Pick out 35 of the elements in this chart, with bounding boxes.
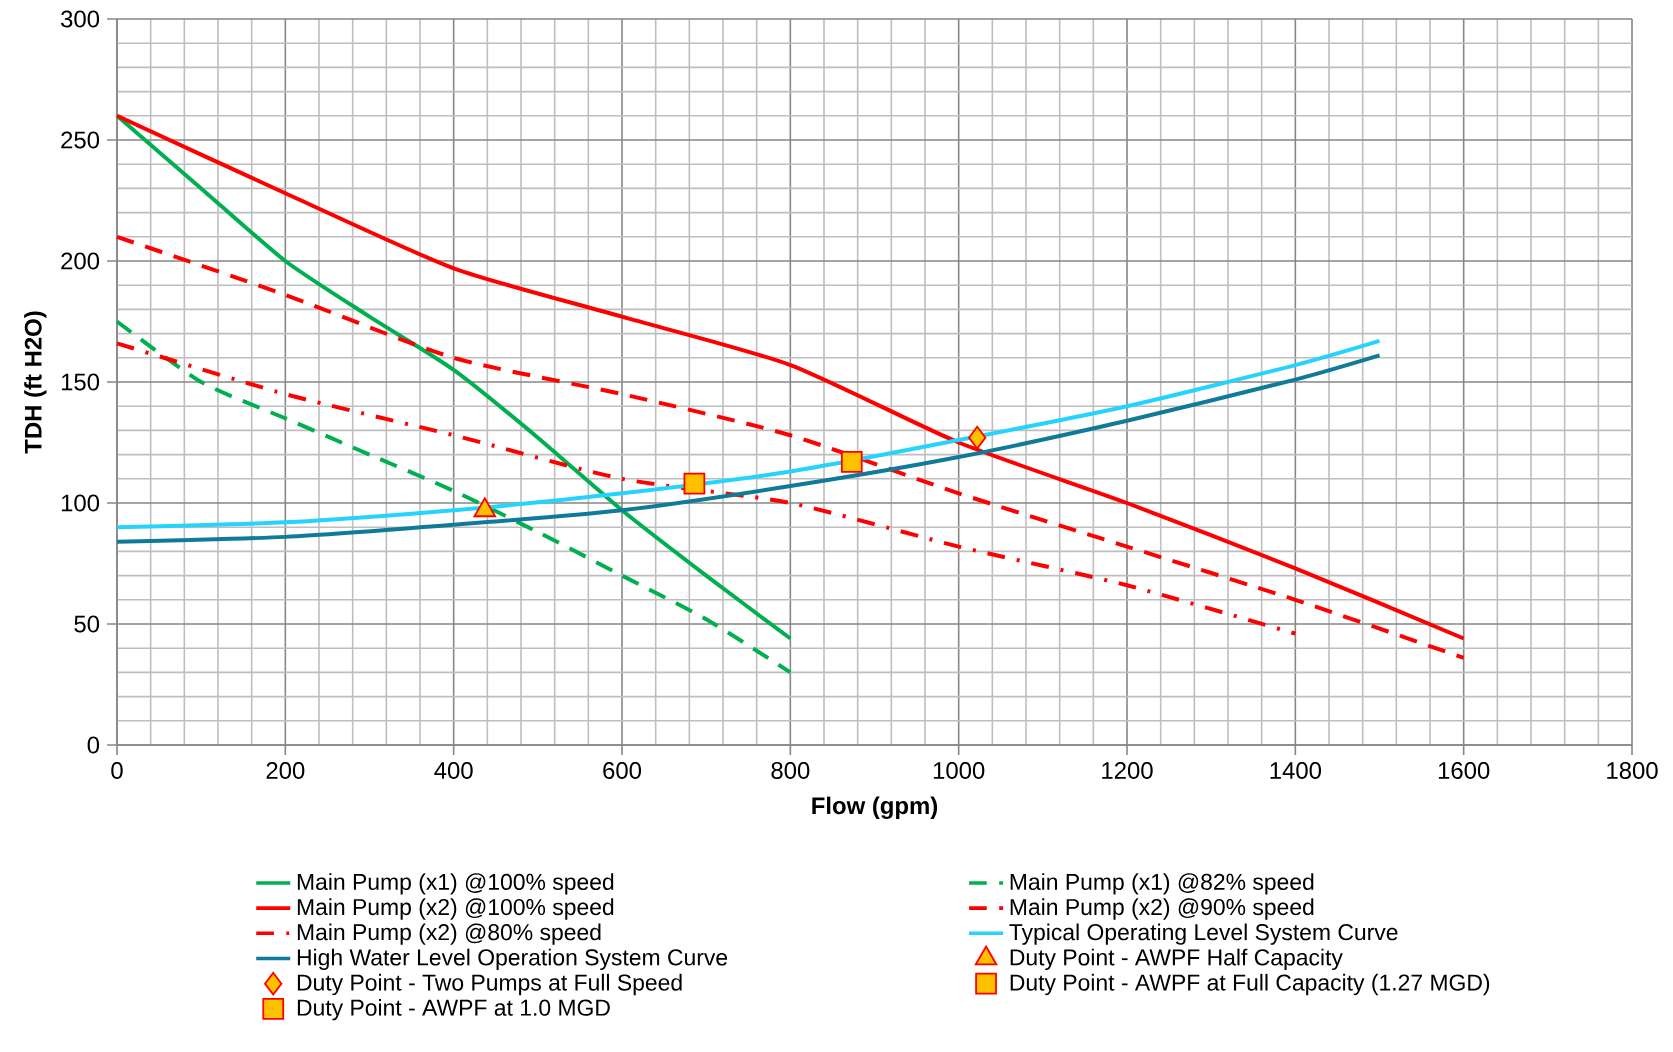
y-tick-label: 300 — [61, 10, 100, 28]
legend-label: Main Pump (x2) @100% speed — [297, 898, 614, 920]
legend-label: Main Pump (x1) @100% speed — [297, 873, 614, 895]
line-series — [115, 234, 1466, 660]
x-tick-label: 200 — [266, 762, 305, 779]
line-series — [115, 113, 793, 641]
y-tick-label: 50 — [74, 615, 100, 633]
legend-label: Typical Operating Level System Curve — [1009, 923, 1398, 945]
legend-label: Duty Point - Two Pumps at Full Speed — [297, 973, 682, 996]
y-tick-label: 200 — [61, 252, 100, 270]
line-series — [115, 113, 1466, 641]
legend-label: High Water Level Operation System Curve — [297, 948, 728, 971]
x-tick-label: 1000 — [933, 762, 985, 779]
x-tick-label: 400 — [434, 762, 473, 779]
x-tick-label: 0 — [111, 762, 123, 779]
legend-label: Duty Point - AWPF at Full Capacity (1.27 MGD) — [1010, 973, 1490, 996]
line-series — [115, 341, 1298, 636]
legend-label: Main Pump (x1) @82% speed — [1010, 873, 1314, 895]
legend-label: Duty Point - AWPF Half Capacity — [1010, 948, 1343, 971]
y-tick-label: 150 — [61, 373, 100, 391]
x-tick-label: 1800 — [1607, 762, 1658, 779]
line-series — [115, 319, 793, 675]
x-tick-label: 1400 — [1270, 762, 1322, 779]
x-tick-label: 1200 — [1102, 762, 1153, 779]
y-tick-label: 100 — [61, 494, 100, 512]
x-axis-title: Flow (gpm) — [812, 796, 938, 819]
legend-label: Main Pump (x2) @80% speed — [297, 923, 601, 945]
legend-label: Duty Point - AWPF at 1.0 MGD — [297, 999, 610, 1021]
x-tick-label: 1600 — [1438, 762, 1490, 779]
y-tick-label: 250 — [61, 131, 100, 149]
x-tick-label: 600 — [603, 762, 642, 779]
y-axis-title: TDH (ft H2O) — [24, 311, 47, 454]
y-tick-label: 0 — [87, 736, 100, 754]
legend-label: Main Pump (x2) @90% speed — [1010, 898, 1314, 920]
x-tick-label: 800 — [771, 762, 810, 779]
